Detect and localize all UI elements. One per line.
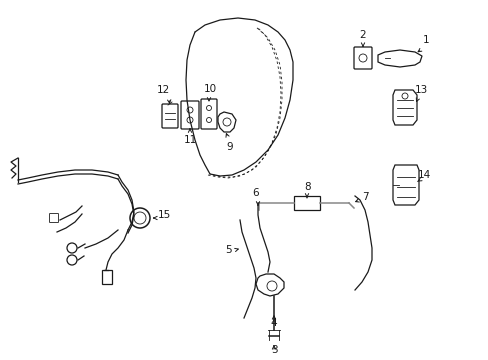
Text: 8: 8	[304, 182, 311, 192]
Circle shape	[358, 54, 366, 62]
Text: 10: 10	[203, 84, 216, 94]
FancyBboxPatch shape	[181, 101, 199, 129]
Text: 7: 7	[361, 192, 368, 202]
Circle shape	[223, 118, 230, 126]
Polygon shape	[256, 274, 284, 296]
Text: 2: 2	[359, 30, 366, 40]
Circle shape	[186, 107, 193, 113]
Bar	[102, 270, 112, 284]
Circle shape	[401, 93, 407, 99]
Circle shape	[134, 212, 146, 224]
Text: 15: 15	[158, 210, 171, 220]
Circle shape	[266, 281, 276, 291]
Text: 9: 9	[226, 142, 233, 152]
FancyBboxPatch shape	[49, 213, 59, 222]
Bar	[293, 196, 319, 210]
Circle shape	[130, 208, 150, 228]
FancyBboxPatch shape	[162, 104, 178, 128]
Text: 6: 6	[252, 188, 259, 198]
Circle shape	[67, 243, 77, 253]
Polygon shape	[392, 90, 416, 125]
Circle shape	[186, 117, 193, 123]
Polygon shape	[218, 112, 236, 132]
Text: 14: 14	[417, 170, 430, 180]
Text: 4: 4	[270, 318, 277, 328]
Text: 1: 1	[422, 35, 429, 45]
Text: 3: 3	[270, 345, 277, 355]
Polygon shape	[392, 165, 418, 205]
Circle shape	[206, 117, 211, 122]
Circle shape	[67, 255, 77, 265]
FancyBboxPatch shape	[201, 99, 217, 129]
Circle shape	[206, 105, 211, 111]
FancyBboxPatch shape	[353, 47, 371, 69]
Text: 12: 12	[156, 85, 169, 95]
Polygon shape	[377, 50, 421, 67]
Text: 5: 5	[225, 245, 231, 255]
Text: 13: 13	[414, 85, 427, 95]
Text: 11: 11	[183, 135, 196, 145]
